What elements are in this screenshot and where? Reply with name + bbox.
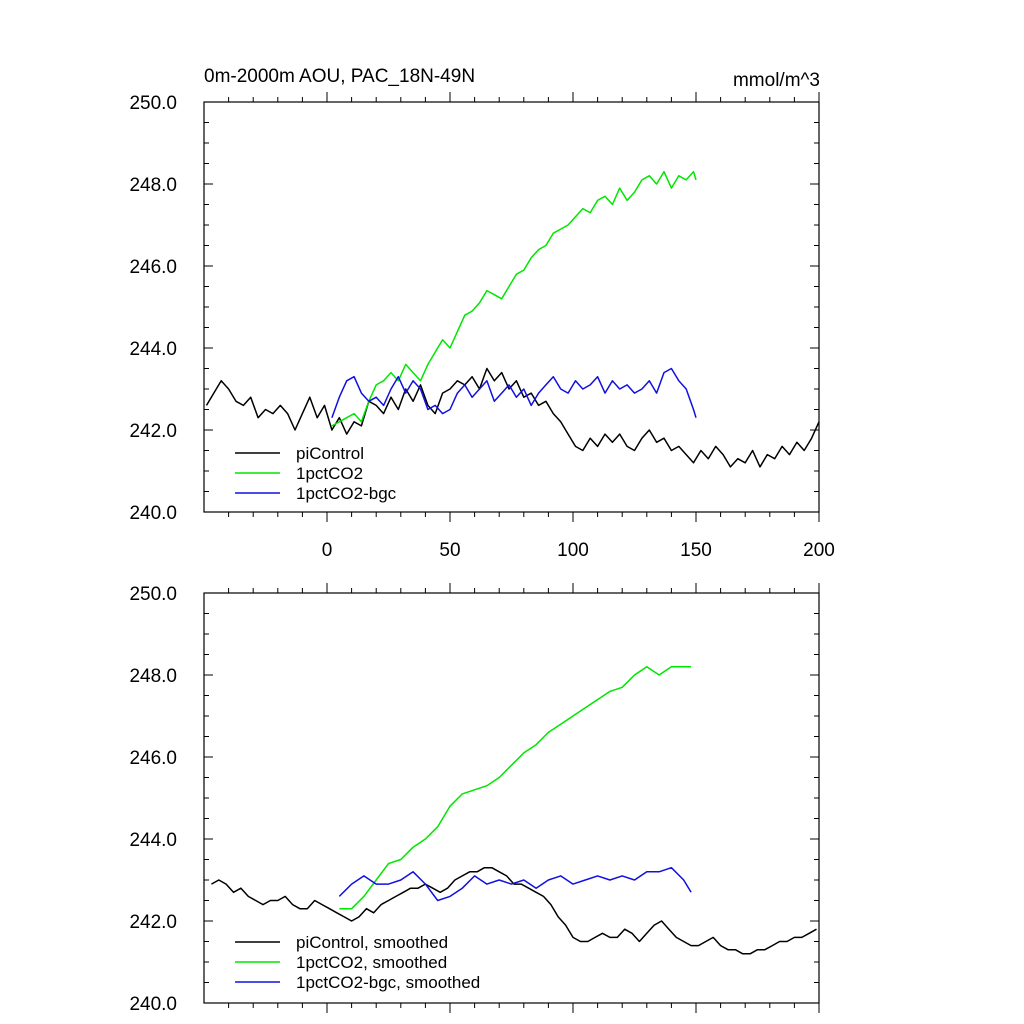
series-line-1pctco2: [331, 170, 697, 427]
y-tick-label: 240.0: [129, 503, 177, 524]
y-tick-label: 246.0: [129, 748, 177, 769]
y-tick-label: 240.0: [129, 994, 177, 1015]
x-tick-label: 150: [680, 540, 712, 561]
y-tick-label: 250.0: [129, 93, 177, 114]
y-tick-label: 248.0: [129, 175, 177, 196]
legend-label: 1pctCO2, smoothed: [296, 953, 447, 972]
series-line-1pctco2-smoothed: [339, 666, 692, 910]
series-line-picontrol-smoothed: [211, 866, 817, 955]
x-tick-label: 50: [439, 540, 460, 561]
y-tick-label: 250.0: [129, 584, 177, 605]
y-tick-label: 242.0: [129, 912, 177, 933]
panel-top: 250.0 248.0 246.0 244.0 242.0 240.0 0 50 100 150 2…: [129, 92, 835, 561]
legend-label: 1pctCO2-bgc: [296, 484, 397, 503]
x-tick-label: 100: [557, 540, 589, 561]
series-line-1pctco2-bgc-smoothed: [338, 866, 692, 902]
y-tick-label: 242.0: [129, 421, 177, 442]
x-tick-label: 200: [803, 540, 835, 561]
y-tick-label: 246.0: [129, 257, 177, 278]
y-tick-label: 248.0: [129, 666, 177, 687]
x-tick-label: 0: [322, 540, 333, 561]
legend-label: piControl: [296, 444, 364, 463]
series-line-picontrol: [205, 367, 820, 468]
y-tick-label: 244.0: [129, 830, 177, 851]
series-line-1pctco2-bgc: [331, 367, 697, 418]
legend-label: 1pctCO2: [296, 464, 363, 483]
legend-label: piControl, smoothed: [296, 933, 448, 952]
legend-label: 1pctCO2-bgc, smoothed: [296, 973, 480, 992]
y-tick-label: 244.0: [129, 339, 177, 360]
figure-title: 0m-2000m AOU, PAC_18N-49N: [204, 66, 475, 87]
units-label: mmol/m^3: [733, 70, 820, 91]
panel-bottom: 250.0 248.0 246.0 244.0 242.0 240.0 piControl,…: [129, 583, 820, 1015]
